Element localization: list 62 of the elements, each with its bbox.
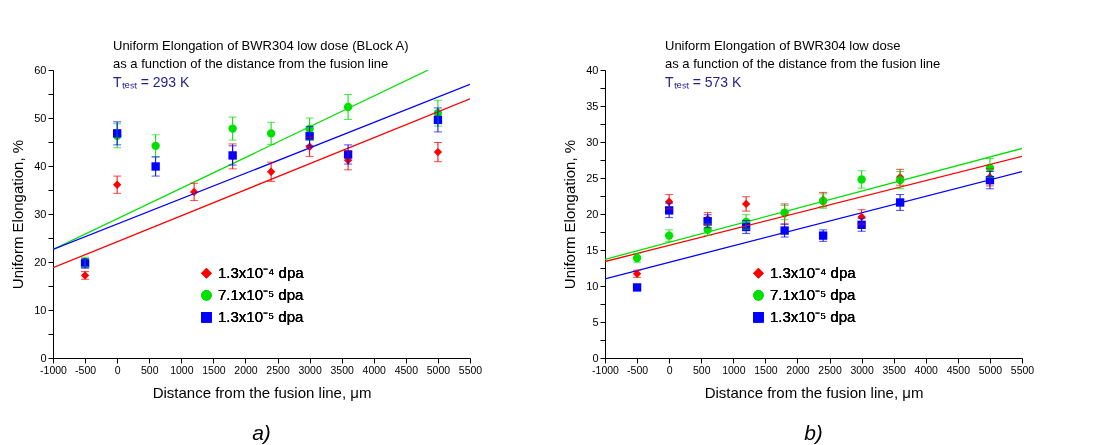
y-tick-label: 50 xyxy=(34,111,47,124)
x-tick-label: 5000 xyxy=(978,363,1003,376)
legend-label: 7.1x10⁻⁵ dpa xyxy=(769,286,857,304)
x-tick-label: 0 xyxy=(666,363,673,376)
x-tick-label: 5500 xyxy=(1010,363,1035,376)
y-tick-label: 20 xyxy=(34,255,47,268)
x-tick-label: 3000 xyxy=(298,363,322,376)
x-tick-label: 3500 xyxy=(882,363,907,376)
x-tick-label: -1000 xyxy=(592,363,620,376)
y-tick-label: 0 xyxy=(40,351,47,364)
y-tick-label: 40 xyxy=(586,63,599,76)
annotation: Tₜₑₛₜ = 293 K xyxy=(113,74,190,90)
x-tick-label: 2500 xyxy=(266,363,290,376)
y-tick-label: 30 xyxy=(34,207,47,220)
x-tick-label: 2000 xyxy=(234,363,258,376)
x-tick-label: 3000 xyxy=(850,363,874,376)
y-axis-title: Uniform Elongation, % xyxy=(9,139,27,290)
y-tick-label: 60 xyxy=(34,63,47,76)
y-tick-label: 40 xyxy=(34,159,47,172)
y-axis-title: Uniform Elongation, % xyxy=(561,139,579,290)
y-tick-label: 10 xyxy=(34,303,47,316)
x-tick-label: 5500 xyxy=(458,363,483,376)
y-tick-label: 30 xyxy=(586,135,599,148)
x-tick-label: 1500 xyxy=(754,363,778,376)
legend-label: 1.3x10⁻⁴ dpa xyxy=(769,264,857,282)
text: b) xyxy=(804,421,823,444)
annotation: Tₜₑₛₜ = 573 K xyxy=(665,74,742,90)
text: a) xyxy=(252,421,271,444)
x-tick-label: 2000 xyxy=(786,363,810,376)
x-tick-label: 500 xyxy=(140,363,159,376)
y-tick-label: 0 xyxy=(592,351,599,364)
chart-title: Uniform Elongation of BWR304 low dose (BLock A) as a function of the distance from the fusion line xyxy=(113,38,409,71)
x-tick-label: 1500 xyxy=(202,363,226,376)
x-tick-label: 2500 xyxy=(818,363,842,376)
legend-label: 7.1x10⁻⁵ dpa xyxy=(217,286,305,304)
x-tick-label: 500 xyxy=(692,363,711,376)
x-tick-label: 0 xyxy=(114,363,121,376)
x-tick-label: 1000 xyxy=(170,363,194,376)
x-tick-label: 4000 xyxy=(914,363,939,376)
x-tick-label: -1000 xyxy=(40,363,68,376)
legend-label: 1.3x10⁻⁵ dpa xyxy=(769,308,857,326)
x-tick-label: 4500 xyxy=(946,363,971,376)
point xyxy=(151,162,160,171)
y-tick-label: 20 xyxy=(586,207,599,220)
x-tick-label: 1000 xyxy=(722,363,746,376)
y-tick-label: 10 xyxy=(586,279,599,292)
x-tick-label: 4500 xyxy=(394,363,419,376)
x-axis-title: Distance from the fusion line, μm xyxy=(704,384,924,401)
x-tick-label: -500 xyxy=(75,363,97,376)
x-tick-label: 5000 xyxy=(426,363,451,376)
point xyxy=(632,283,642,292)
x-tick-label: 3500 xyxy=(330,363,355,376)
y-tick-label: 15 xyxy=(586,243,599,256)
x-axis-title: Distance from the fusion line, μm xyxy=(152,384,372,401)
x-tick-label: -500 xyxy=(627,363,649,376)
y-tick-label: 25 xyxy=(586,171,599,184)
chart-title: Uniform Elongation of BWR304 low dose as a function of the distance from the fusion line xyxy=(665,38,941,71)
y-tick-label: 5 xyxy=(592,315,599,328)
legend-label: 1.3x10⁻⁴ dpa xyxy=(217,264,305,282)
y-tick-label: 35 xyxy=(586,99,599,112)
legend-label: 1.3x10⁻⁵ dpa xyxy=(217,308,305,326)
x-tick-label: 4000 xyxy=(362,363,387,376)
